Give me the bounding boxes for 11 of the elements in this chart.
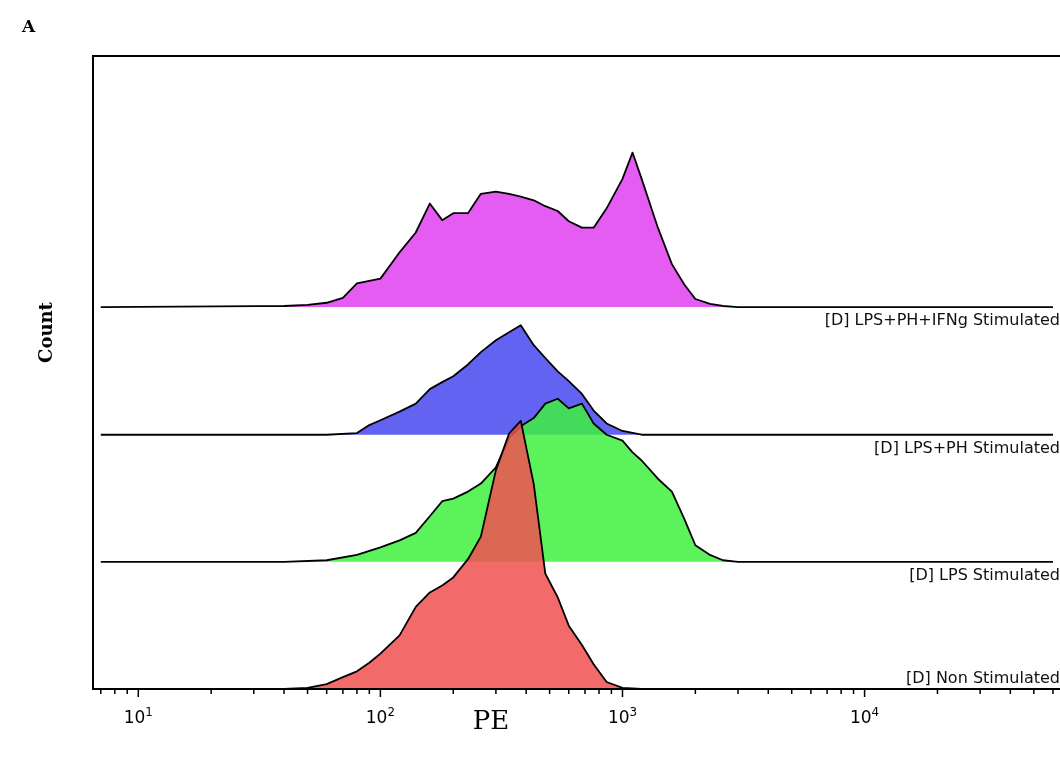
x-tick-label: 10$^{3}$: [607, 705, 638, 727]
x-axis-title: PE: [472, 705, 510, 735]
x-tick-label: 10$^{2}$: [365, 705, 395, 727]
y-axis-title: Count: [35, 301, 56, 363]
series-label: [D] LPS+PH Stimulated: [874, 437, 1060, 457]
x-tick-label: 10$^{4}$: [849, 705, 880, 727]
chart-title: A: [21, 16, 36, 36]
x-tick-label: 10$^{1}$: [123, 705, 153, 727]
series-label: [D] LPS+PH+IFNg Stimulated: [824, 310, 1060, 330]
series-label: [D] Non Stimulated: [906, 668, 1060, 687]
series-label: [D] LPS Stimulated: [909, 564, 1060, 584]
